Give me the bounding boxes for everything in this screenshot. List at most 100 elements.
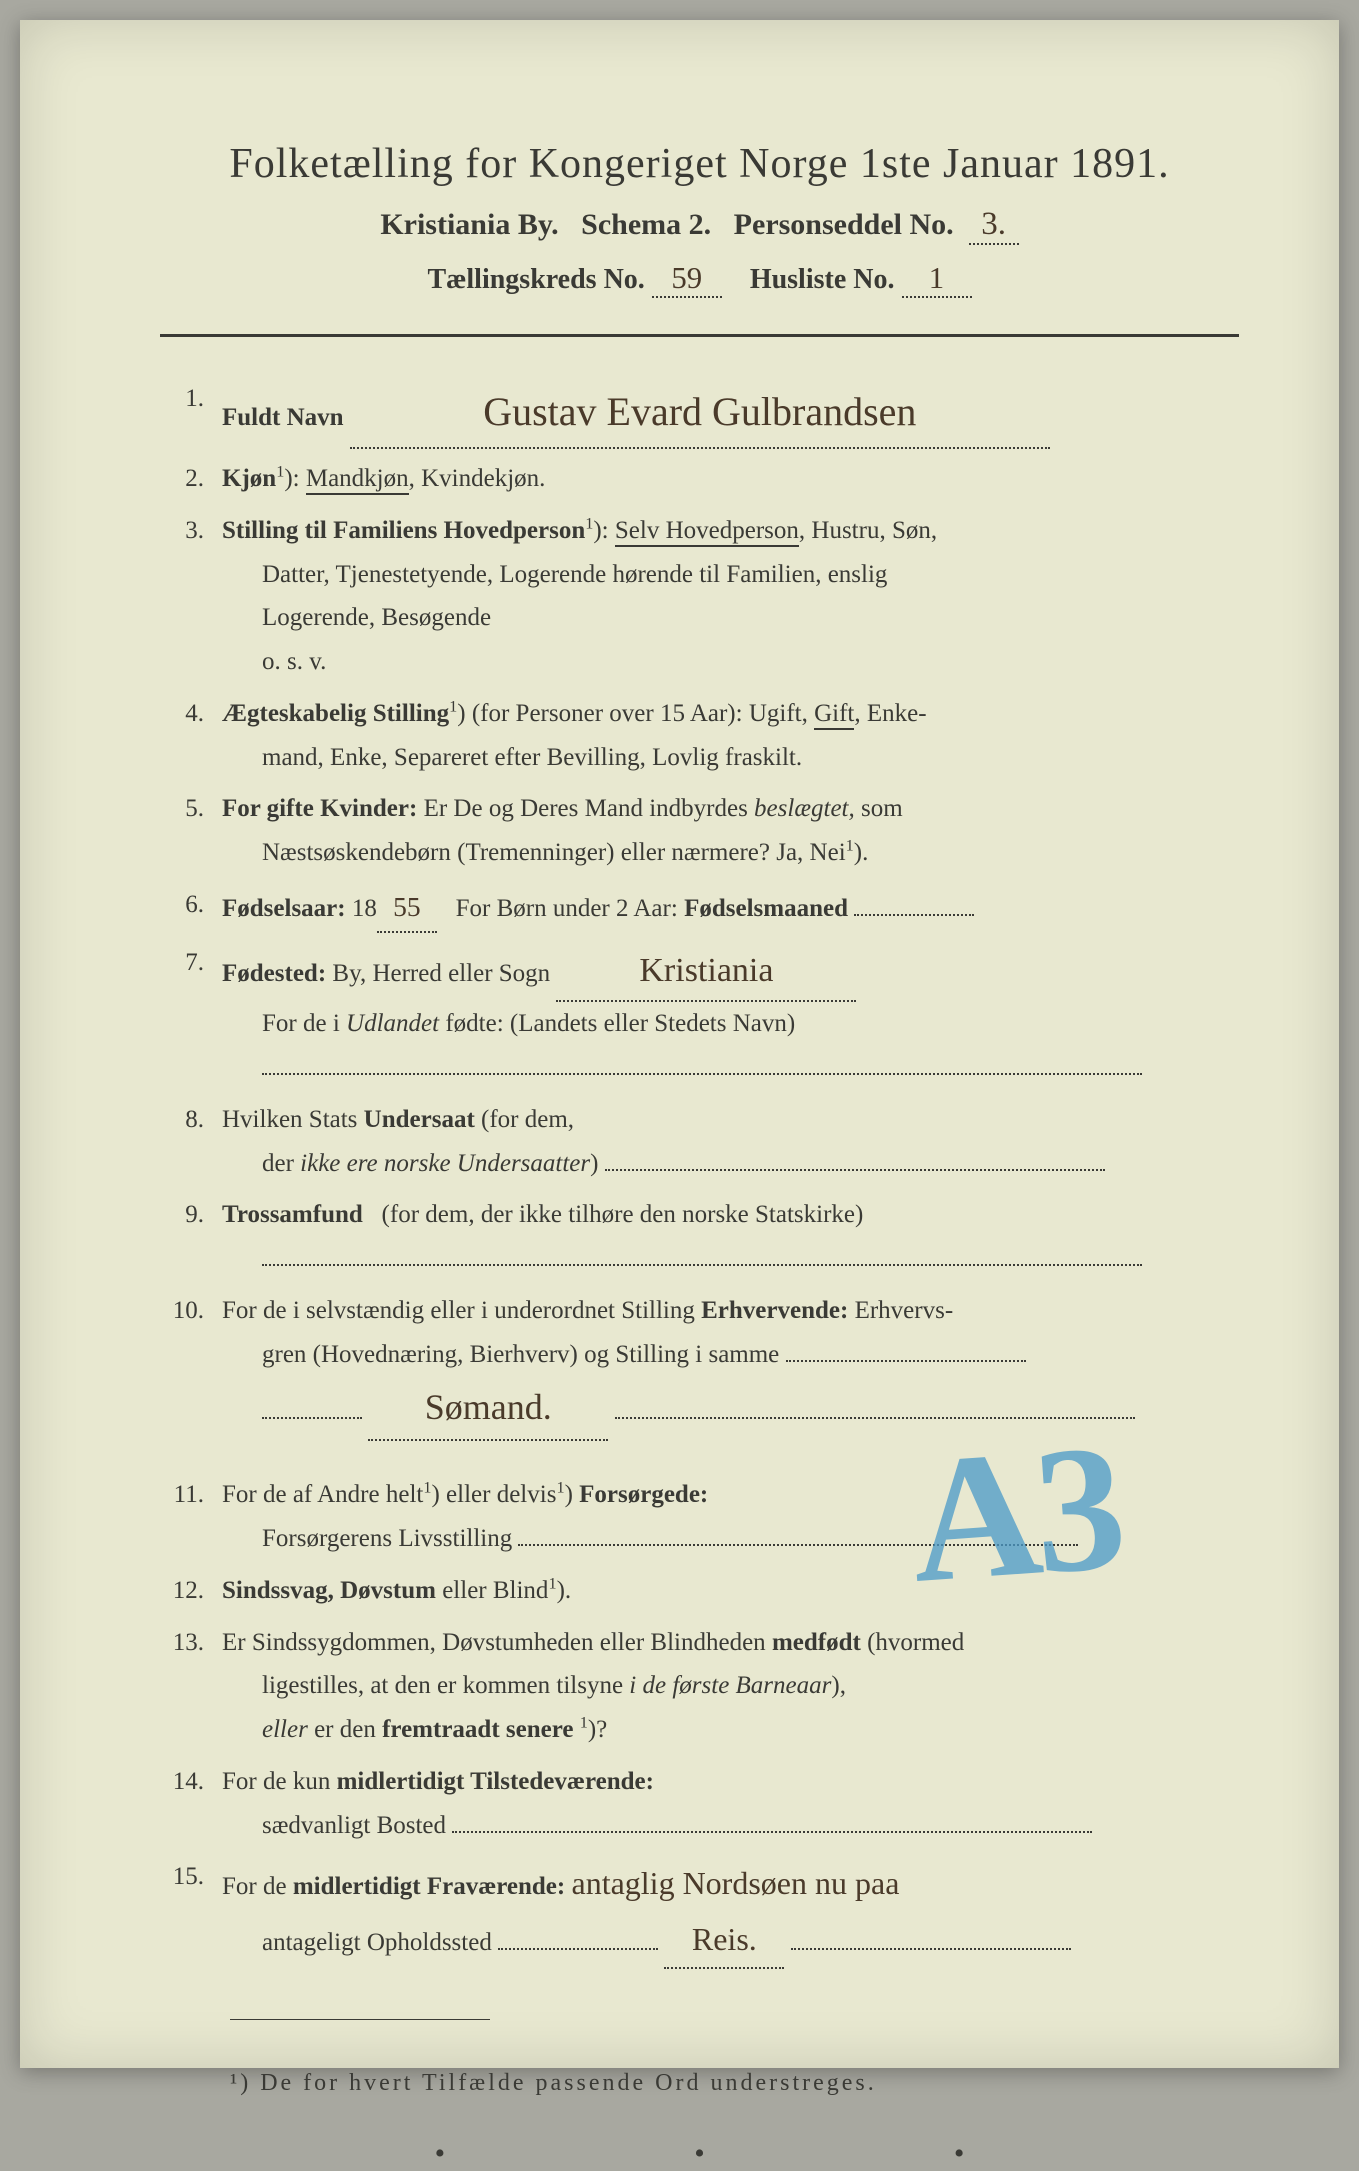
item-1: 1. Fuldt Navn Gustav Evard Gulbrandsen <box>160 377 1239 449</box>
item-number: 5. <box>160 787 222 875</box>
blank-10a <box>786 1360 1026 1362</box>
item-7-cont: For de i Udlandet fødte: (Landets eller … <box>222 1002 1239 1046</box>
text-7i: Udlandet <box>346 1010 439 1037</box>
text-5b: som <box>861 795 903 822</box>
husliste-no: 1 <box>902 261 972 298</box>
value-birthplace: Kristiania <box>556 941 856 1003</box>
text-5i: beslægtet, <box>754 795 855 822</box>
label-relation: Stilling til Familiens Hovedperson <box>222 517 585 544</box>
item-5-cont: Næstsøskendebørn (Tremenninger) eller næ… <box>222 831 1239 875</box>
year-prefix: 18 <box>352 895 377 922</box>
label-marital: Ægteskabelig Stilling <box>222 700 449 727</box>
text-8a: Hvilken Stats <box>222 1106 357 1133</box>
item-10-val: Sømand. <box>222 1376 1239 1441</box>
city-label: Kristiania By. <box>380 208 558 241</box>
census-form-page: Folketælling for Kongeriget Norge 1ste J… <box>20 20 1339 2068</box>
label-religion: Trossamfund <box>222 1201 363 1228</box>
value-fullname: Gustav Evard Gulbrandsen <box>350 377 1050 449</box>
item-8: 8. Hvilken Stats Undersaat (for dem, der… <box>160 1098 1239 1186</box>
blank-9 <box>262 1264 1142 1266</box>
label-sex: Kjøn <box>222 465 276 492</box>
text-13i: i de første Barneaar <box>629 1672 831 1699</box>
label-temp-present: midlertidigt Tilstedeværende: <box>337 1768 654 1795</box>
item-14: 14. For de kun midlertidigt Tilstedevære… <box>160 1760 1239 1848</box>
item-number: 15. <box>160 1855 222 1969</box>
item-15: 15. For de midlertidigt Fraværende: anta… <box>160 1855 1239 1969</box>
item-10: 10. For de i selvstændig eller i underor… <box>160 1289 1239 1442</box>
text-13e: er den <box>314 1716 376 1743</box>
husliste-label: Husliste No. <box>750 264 895 295</box>
item-number: 2. <box>160 457 222 501</box>
subtitle-line: Kristiania By. Schema 2. Personseddel No… <box>160 206 1239 245</box>
text-11b: eller delvis <box>446 1481 556 1508</box>
schema-label: Schema 2. <box>581 208 711 241</box>
item-7: 7. Fødested: By, Herred eller Sogn Krist… <box>160 941 1239 1090</box>
punch-hole-icon: • <box>694 2137 705 2171</box>
item-12: 12. Sindssvag, Døvstum eller Blind1). <box>160 1569 1239 1613</box>
label-birthyear: Fødselsaar: <box>222 895 346 922</box>
personseddel-no: 3. <box>969 206 1019 245</box>
main-title: Folketælling for Kongeriget Norge 1ste J… <box>160 140 1239 188</box>
item-number: 9. <box>160 1193 222 1281</box>
item-13-cont: ligestilles, at den er kommen tilsyne i … <box>222 1664 1239 1708</box>
text-11a: For de af Andre helt <box>222 1481 423 1508</box>
item-11-cont: Forsørgerens Livsstilling <box>222 1517 1239 1561</box>
item-5: 5. For gifte Kvinder: Er De og Deres Man… <box>160 787 1239 875</box>
label-subject: Undersaat <box>364 1106 475 1133</box>
text-10a: For de i selvstændig eller i underordnet… <box>222 1297 695 1324</box>
item-number: 13. <box>160 1621 222 1752</box>
text-7a: By, Herred eller Sogn <box>332 960 550 987</box>
item-4-cont: mand, Enke, Separeret efter Bevilling, L… <box>222 736 1239 780</box>
label-wives: For gifte Kvinder: <box>222 795 417 822</box>
text-5a: Er De og Deres Mand indbyrdes <box>424 795 748 822</box>
blank-11 <box>518 1544 1078 1546</box>
text-14b: sædvanligt Bosted <box>262 1812 446 1839</box>
blank-15a <box>498 1948 658 1950</box>
item-4: 4. Ægteskabelig Stilling1) (for Personer… <box>160 692 1239 780</box>
item-6: 6. Fødselsaar: 1855 For Børn under 2 Aar… <box>160 883 1239 933</box>
item-number: 12. <box>160 1569 222 1613</box>
item-number: 4. <box>160 692 222 780</box>
option-female: Kvindekjøn. <box>421 465 545 492</box>
label-congenital: medfødt <box>772 1629 861 1656</box>
blank-15b <box>791 1948 1071 1950</box>
item-number: 6. <box>160 883 222 933</box>
item-number: 3. <box>160 509 222 684</box>
text-7b: For de i <box>262 1010 340 1037</box>
item-8-cont: der ikke ere norske Undersaatter) <box>222 1142 1239 1186</box>
item-3-cont2: Logerende, Besøgende <box>222 596 1239 640</box>
blank-14 <box>452 1831 1092 1833</box>
punch-hole-icon: • <box>435 2137 446 2171</box>
text-12: eller Blind <box>442 1577 548 1604</box>
label-birthplace: Fødested: <box>222 960 326 987</box>
label-birthmonth: Fødselsmaaned <box>684 895 848 922</box>
text-10b: Erhvervs- <box>855 1297 954 1324</box>
text-13a: Er Sindssygdommen, Døvstumheden eller Bl… <box>222 1629 766 1656</box>
blank-8 <box>605 1169 1105 1171</box>
item-number: 7. <box>160 941 222 1090</box>
item-9: 9. Trossamfund (for dem, der ikke tilhør… <box>160 1193 1239 1281</box>
option-married: Gift <box>814 700 854 730</box>
option-self: Selv Hovedperson <box>615 517 799 547</box>
text-15a: For de <box>222 1873 287 1900</box>
label-temp-absent: midlertidigt Fraværende: <box>293 1873 565 1900</box>
text-14a: For de kun <box>222 1768 330 1795</box>
item-number: 14. <box>160 1760 222 1848</box>
form-header: Folketælling for Kongeriget Norge 1ste J… <box>160 140 1239 298</box>
label-occupation: Erhvervende: <box>701 1297 848 1324</box>
item-number: 11. <box>160 1473 222 1561</box>
item-10-cont: gren (Hovednæring, Bierhverv) og Stillin… <box>222 1333 1239 1377</box>
text-7c: fødte: (Landets eller Stedets Navn) <box>445 1010 795 1037</box>
text-13d: eller <box>262 1716 308 1743</box>
footnote-text: ¹) De for hvert Tilfælde passende Ord un… <box>160 2070 1239 2097</box>
item-11: 11. For de af Andre helt1) eller delvis1… <box>160 1473 1239 1561</box>
blank-month <box>854 914 974 916</box>
text-11c: Forsørgerens Livsstilling <box>262 1525 512 1552</box>
divider-top <box>160 334 1239 337</box>
item-number: 1. <box>160 377 222 449</box>
value-year: 55 <box>377 883 437 933</box>
note-marital: (for Personer over 15 Aar): <box>472 700 743 727</box>
text-8b: (for dem, <box>481 1106 574 1133</box>
blank-7 <box>262 1073 1142 1075</box>
text-5c: Næstsøskendebørn (Tremenninger) eller næ… <box>262 839 846 866</box>
